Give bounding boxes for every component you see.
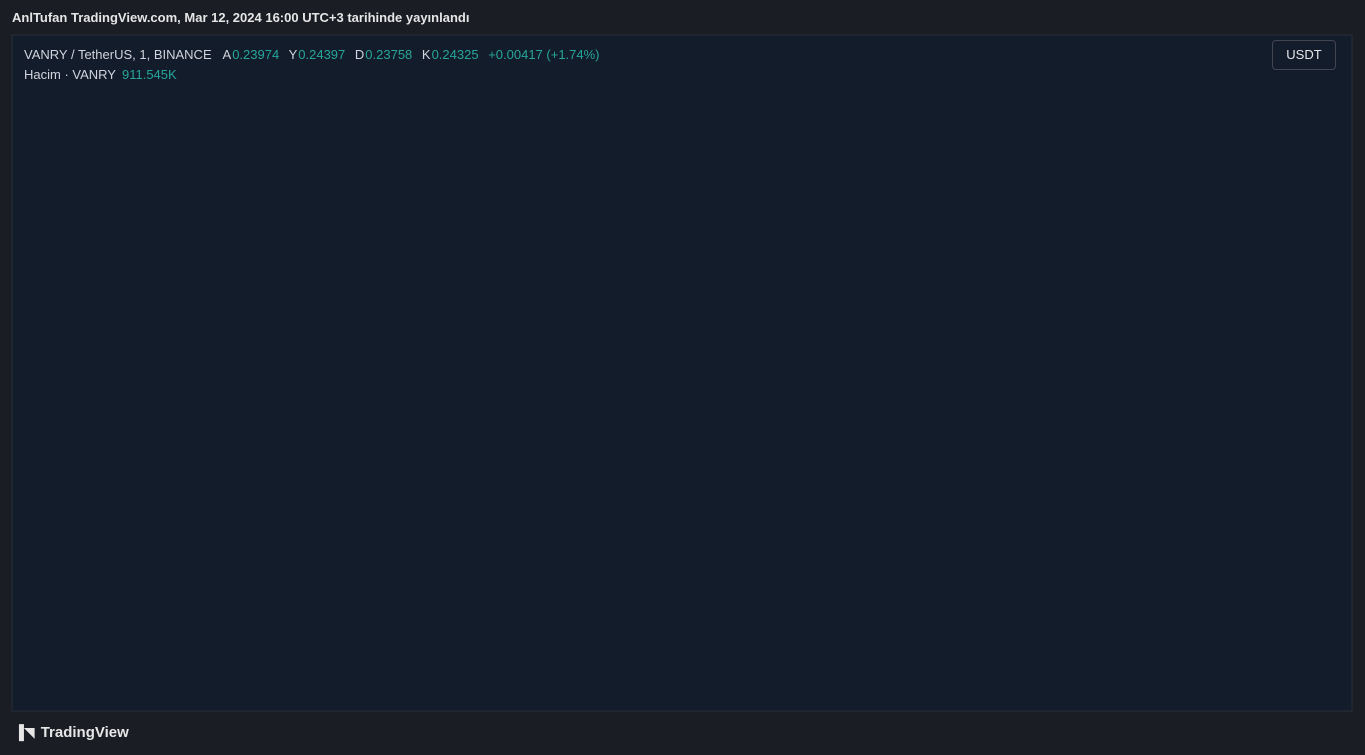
ohlc-key: Y (288, 47, 298, 62)
ohlc-value: 0.24325 (431, 47, 479, 62)
symbol: VANRY / TetherUS, 1, BINANCE (24, 47, 212, 62)
ohlc-key: D (354, 47, 365, 62)
volume-row: Hacim · VANRY 911.545K (24, 65, 606, 85)
currency-button[interactable]: USDT (1272, 40, 1336, 70)
legend: VANRY / TetherUS, 1, BINANCE A0.23974 Y0… (24, 45, 606, 85)
chart-panel (11, 34, 1353, 712)
ohlc-value: 0.24397 (298, 47, 346, 62)
volume-name: Hacim · VANRY (24, 67, 116, 82)
ohlc-key: K (421, 47, 431, 62)
ohlc-value: 0.23974 (232, 47, 280, 62)
footer: ▐◥ TradingView (14, 724, 129, 741)
ohlc-key: A (222, 47, 232, 62)
header: AnlTufan TradingView.com, Mar 12, 2024 1… (12, 10, 470, 25)
ohlc-value: 0.23758 (365, 47, 413, 62)
ohlc-row: VANRY / TetherUS, 1, BINANCE A0.23974 Y0… (24, 45, 606, 65)
footer-text: TradingView (40, 724, 129, 741)
logo: ▐◥ (14, 724, 35, 740)
volume-value: 911.545K (121, 67, 177, 82)
change: +0.00417 (+1.74%) (488, 47, 600, 62)
